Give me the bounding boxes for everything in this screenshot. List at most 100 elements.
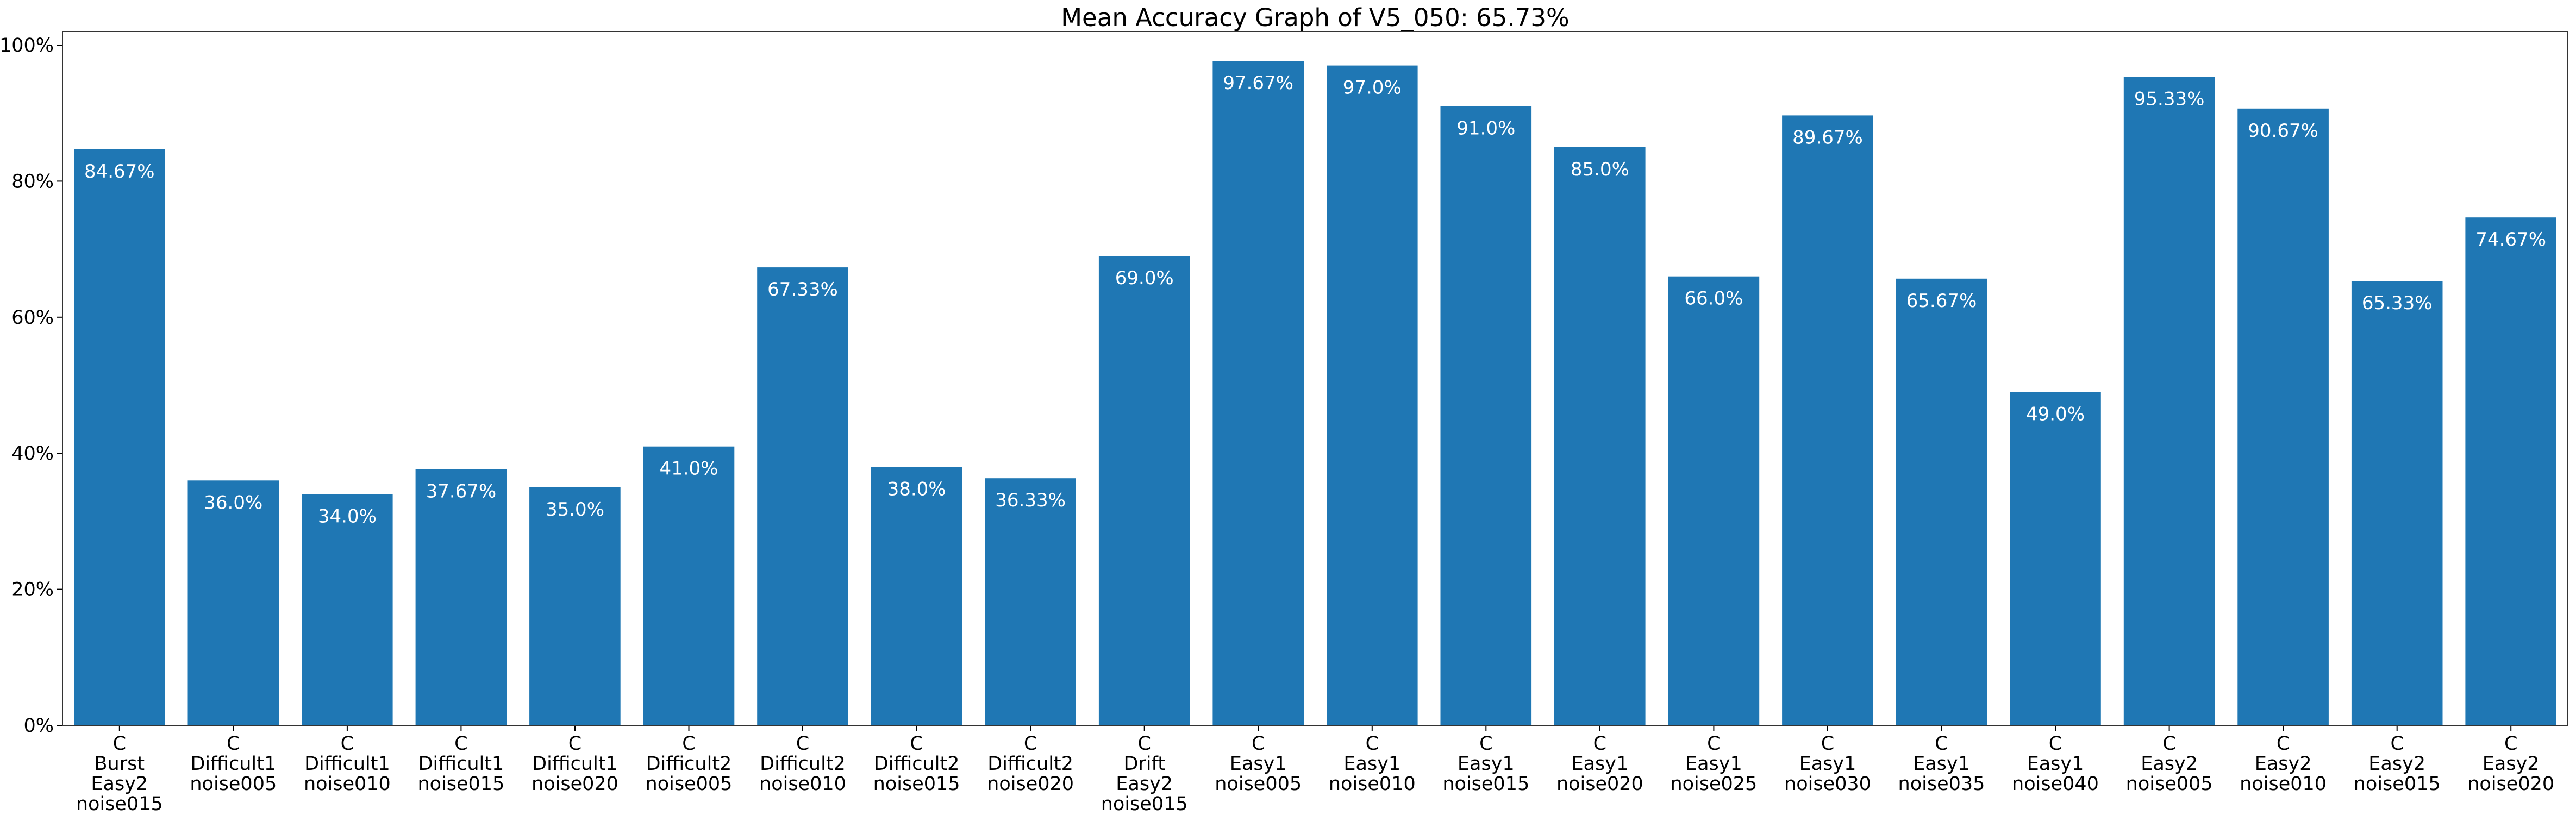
x-tick-label-line: C xyxy=(113,733,126,755)
bar xyxy=(2351,281,2443,725)
x-tick-label-line: noise015 xyxy=(1101,793,1188,815)
bar-value-label: 38.0% xyxy=(887,478,946,500)
bar xyxy=(2465,217,2556,725)
bar-value-label: 36.0% xyxy=(204,492,262,513)
x-tick-label: C Easy1 noise030 xyxy=(1784,733,1871,795)
bar xyxy=(1327,65,1418,726)
bar xyxy=(302,494,393,725)
x-tick-label-line: Easy2 xyxy=(2483,753,2540,775)
x-tick-label-line: Drift xyxy=(1123,753,1165,775)
x-tick-label-line: noise035 xyxy=(1898,773,1985,795)
x-tick-label: C Difficult2 noise015 xyxy=(873,733,960,795)
x-tick-label-line: noise040 xyxy=(2012,773,2099,795)
bar-value-label: 84.67% xyxy=(84,161,155,183)
x-tick-label-line: Difficult2 xyxy=(874,753,960,775)
x-tick-label-line: C xyxy=(1024,733,1037,755)
x-tick-label-line: Difficult2 xyxy=(987,753,1073,775)
x-tick-label-line: C xyxy=(682,733,695,755)
bar xyxy=(1440,106,1532,726)
x-tick-label-line: C xyxy=(568,733,582,755)
x-tick-label-line: Difficult1 xyxy=(418,753,504,775)
x-tick-label: C Easy1 noise040 xyxy=(2012,733,2099,795)
bars-layer xyxy=(74,61,2556,726)
x-tick-label-line: Burst xyxy=(95,753,145,775)
bar xyxy=(529,487,621,725)
bar xyxy=(2237,108,2329,725)
x-tick-label: C Difficult1 noise020 xyxy=(532,733,618,795)
x-tick-label-line: C xyxy=(796,733,809,755)
bar-value-label: 37.67% xyxy=(426,480,497,502)
x-tick-label-line: C xyxy=(910,733,923,755)
x-tick-label-line: C xyxy=(1137,733,1151,755)
x-tick-label-line: Easy1 xyxy=(1458,753,1515,775)
x-tick-label-line: noise005 xyxy=(1215,773,1302,795)
x-tick-label: C Difficult2 noise005 xyxy=(646,733,733,795)
x-tick-label: C Easy1 noise035 xyxy=(1898,733,1985,795)
plot-frame xyxy=(62,31,2568,726)
x-tick-label-line: C xyxy=(1366,733,1379,755)
x-tick-label-line: Easy1 xyxy=(1799,753,1856,775)
bar-value-label: 97.0% xyxy=(1343,77,1402,99)
x-tick-label-line: Difficult1 xyxy=(304,753,390,775)
bar xyxy=(415,469,507,725)
x-tick-label-line: Easy2 xyxy=(91,773,148,795)
x-tick-label-line: C xyxy=(2162,733,2175,755)
x-tick-label: C Difficult2 noise010 xyxy=(759,733,846,795)
bar xyxy=(643,446,735,725)
x-tick-label-line: C xyxy=(2277,733,2290,755)
bar xyxy=(74,149,165,725)
x-tick-label-line: Easy1 xyxy=(1572,753,1629,775)
x-tick-label-line: noise020 xyxy=(987,773,1074,795)
x-tick-label: C Difficult1 noise005 xyxy=(190,733,277,795)
x-tick-label: C Difficult2 noise020 xyxy=(987,733,1074,795)
x-tick-label-line: noise020 xyxy=(532,773,618,795)
chart-title: Mean Accuracy Graph of V5_050: 65.73% xyxy=(1061,3,1570,32)
x-tick-label-line: Difficult2 xyxy=(646,753,732,775)
x-tick-label-line: C xyxy=(2049,733,2062,755)
bar xyxy=(2010,392,2101,725)
x-tick-label: C Difficult1 noise015 xyxy=(417,733,504,795)
x-tick-label-line: C xyxy=(454,733,467,755)
y-tick-label: 100% xyxy=(0,35,54,57)
bar-value-label: 97.67% xyxy=(1223,72,1293,94)
bar xyxy=(1554,147,1646,725)
x-tick-label-line: noise005 xyxy=(646,773,733,795)
x-tick-label-line: noise010 xyxy=(759,773,846,795)
x-tick-label-line: noise005 xyxy=(2126,773,2213,795)
bar-value-label: 69.0% xyxy=(1115,267,1174,289)
bar-value-label: 34.0% xyxy=(318,505,377,527)
x-tick-label: C Easy2 noise010 xyxy=(2240,733,2327,795)
bar-value-label: 95.33% xyxy=(2134,89,2205,110)
x-tick-label-line: noise015 xyxy=(873,773,960,795)
x-tick-label-line: noise015 xyxy=(2354,773,2441,795)
x-tick-label: C Easy1 noise010 xyxy=(1329,733,1416,795)
x-tick-label-line: Difficult1 xyxy=(532,753,618,775)
x-tick-label-line: noise015 xyxy=(76,793,163,815)
y-tick-label: 60% xyxy=(11,307,54,329)
x-tick-label-line: noise020 xyxy=(1556,773,1643,795)
y-tick-label: 0% xyxy=(23,715,54,737)
bar-value-label: 49.0% xyxy=(2026,404,2085,425)
x-tick-label-line: Easy1 xyxy=(1913,753,1970,775)
bar xyxy=(985,478,1076,725)
x-tick-label-line: Easy1 xyxy=(2027,753,2084,775)
bar-value-label: 36.33% xyxy=(995,490,1066,511)
value-labels-layer: 84.67% 36.0% 34.0% 37.67% 35.0% 41.0% 67.33% 38… xyxy=(84,72,2546,527)
bar xyxy=(2123,77,2215,725)
bar xyxy=(1212,61,1304,726)
x-tick-label-line: Difficult1 xyxy=(190,753,276,775)
x-tick-label-line: Easy1 xyxy=(1343,753,1400,775)
bar xyxy=(1782,115,1873,725)
x-tick-label-line: C xyxy=(1593,733,1606,755)
x-tick-label: C Easy2 noise015 xyxy=(2354,733,2441,795)
bar-value-label: 65.33% xyxy=(2362,292,2433,314)
x-tick-label: C Easy1 noise015 xyxy=(1442,733,1529,795)
x-tick-label-line: noise010 xyxy=(1329,773,1416,795)
x-tick-label-line: noise025 xyxy=(1670,773,1757,795)
x-tick-label-line: noise030 xyxy=(1784,773,1871,795)
x-tick-label-line: noise010 xyxy=(304,773,391,795)
x-tick-label-line: C xyxy=(1707,733,1720,755)
x-tick-label-line: C xyxy=(2504,733,2517,755)
bar-value-label: 66.0% xyxy=(1684,288,1743,310)
